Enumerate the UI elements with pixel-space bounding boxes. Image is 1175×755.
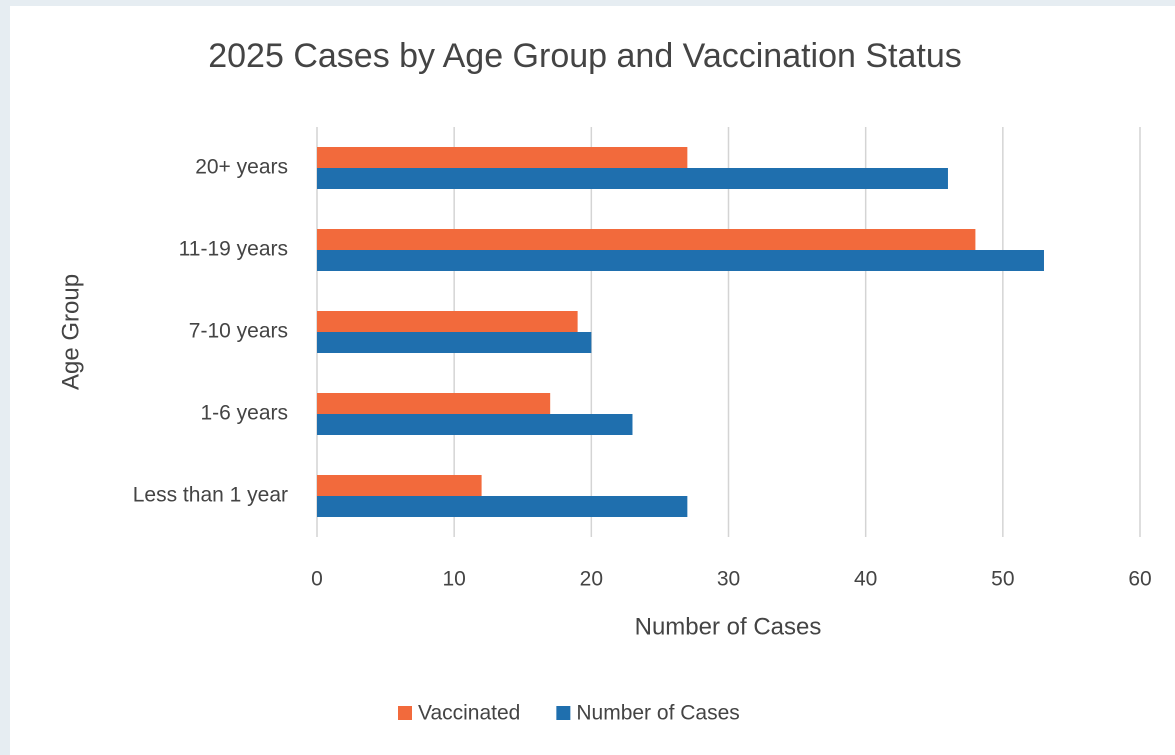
legend-label: Vaccinated — [418, 702, 520, 725]
bar — [317, 250, 1044, 271]
x-axis-label: Number of Cases — [635, 613, 822, 640]
x-tick-label: 10 — [442, 568, 465, 591]
y-tick-label: 1-6 years — [200, 402, 288, 425]
y-tick-label: 7-10 years — [189, 320, 288, 343]
bar — [317, 229, 976, 250]
y-tick-label: 20+ years — [195, 156, 288, 179]
y-tick-label: Less than 1 year — [133, 484, 288, 507]
x-tick-label: 60 — [1128, 568, 1151, 591]
legend-label: Number of Cases — [576, 702, 739, 725]
bar — [317, 168, 948, 189]
x-tick-label: 0 — [311, 568, 323, 591]
x-tick-label: 40 — [854, 568, 877, 591]
bar — [317, 414, 633, 435]
bar — [317, 311, 578, 332]
chart-title: 2025 Cases by Age Group and Vaccination … — [208, 37, 962, 75]
y-axis-label: Age Group — [57, 274, 84, 390]
x-tick-label: 20 — [580, 568, 603, 591]
bar — [317, 393, 551, 414]
y-tick-label: 11-19 years — [179, 238, 288, 261]
bar — [317, 332, 592, 353]
bar — [317, 147, 688, 168]
bar — [317, 475, 482, 496]
chart-panel — [10, 6, 1175, 755]
x-tick-label: 30 — [717, 568, 740, 591]
legend-swatch — [398, 706, 412, 720]
x-tick-label: 50 — [991, 568, 1014, 591]
bar — [317, 496, 688, 517]
legend-swatch — [556, 706, 571, 720]
